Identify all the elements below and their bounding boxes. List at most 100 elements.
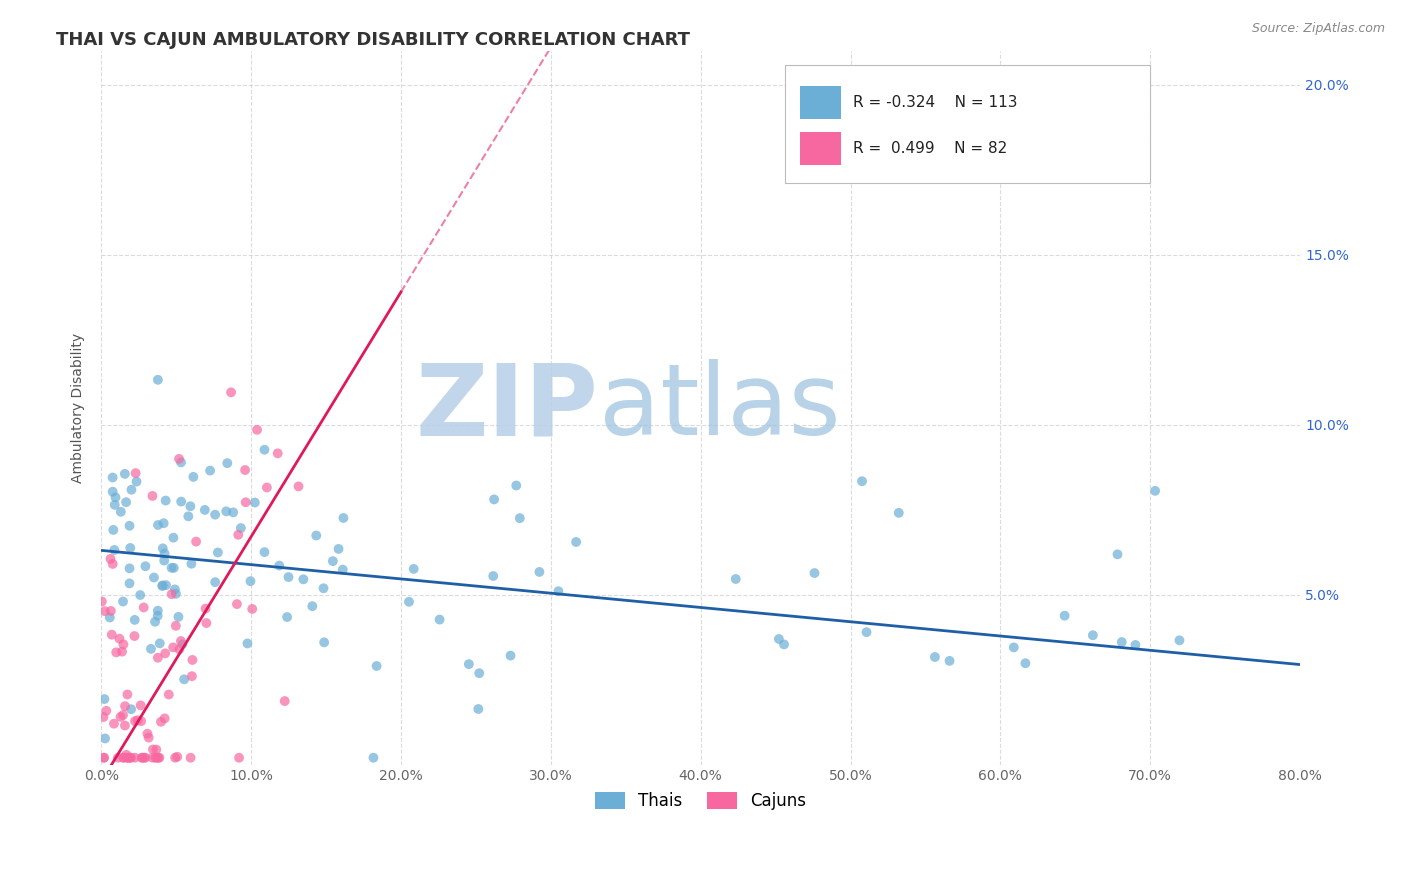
Text: Source: ZipAtlas.com: Source: ZipAtlas.com — [1251, 22, 1385, 36]
Point — [110, 710, 132, 724]
Point — [101, 484, 124, 499]
Text: ZIP: ZIP — [416, 359, 599, 456]
Text: atlas: atlas — [599, 359, 841, 456]
Point — [195, 615, 218, 630]
Point — [180, 750, 202, 764]
Point — [924, 650, 946, 665]
Point — [547, 584, 569, 599]
Point — [134, 559, 156, 574]
Point — [165, 587, 187, 601]
Point — [179, 500, 201, 514]
Point — [181, 653, 204, 667]
Point — [165, 750, 187, 764]
Point — [332, 563, 354, 577]
Point — [131, 750, 153, 764]
Point — [131, 750, 153, 764]
Point — [204, 508, 226, 522]
Point — [194, 601, 217, 615]
Point — [429, 613, 451, 627]
Point — [194, 503, 217, 517]
Point — [233, 463, 256, 477]
Point — [146, 373, 169, 387]
Point — [93, 604, 115, 618]
Point — [118, 518, 141, 533]
Point — [1053, 608, 1076, 623]
Point — [129, 588, 152, 602]
Point — [273, 694, 295, 708]
Point — [96, 704, 118, 718]
Point — [167, 451, 190, 466]
Point — [101, 628, 124, 642]
Point — [217, 456, 239, 470]
Point — [138, 731, 160, 745]
Point — [110, 505, 132, 519]
Point — [108, 632, 131, 646]
Point — [482, 492, 505, 507]
Point — [112, 594, 135, 608]
Point — [152, 541, 174, 556]
Point — [363, 750, 385, 764]
Point — [101, 470, 124, 484]
Point — [129, 714, 152, 728]
Point — [1125, 638, 1147, 652]
Point — [117, 688, 139, 702]
Point — [157, 688, 180, 702]
Point — [482, 569, 505, 583]
Point — [115, 747, 138, 762]
Point — [162, 531, 184, 545]
Point — [93, 750, 115, 764]
Text: R = -0.324    N = 113: R = -0.324 N = 113 — [853, 95, 1018, 111]
Point — [328, 541, 350, 556]
Point — [287, 479, 309, 493]
Point — [98, 610, 121, 624]
Point — [124, 466, 146, 480]
Point — [172, 637, 194, 651]
Point — [153, 553, 176, 567]
Point — [148, 750, 170, 764]
Point — [163, 561, 186, 575]
Point — [887, 506, 910, 520]
Point — [163, 582, 186, 597]
Point — [938, 654, 960, 668]
Point — [276, 610, 298, 624]
Point — [253, 545, 276, 559]
Point — [112, 637, 135, 651]
Legend: Thais, Cajuns: Thais, Cajuns — [588, 785, 813, 817]
FancyBboxPatch shape — [785, 65, 1150, 183]
Point — [143, 615, 166, 629]
Point — [114, 699, 136, 714]
Point — [150, 579, 173, 593]
Point — [457, 657, 479, 672]
Point — [143, 750, 166, 764]
Point — [152, 578, 174, 592]
Point — [103, 523, 125, 537]
Point — [256, 481, 278, 495]
Point — [169, 642, 191, 657]
Point — [235, 495, 257, 509]
Point — [184, 534, 207, 549]
Point — [124, 750, 146, 764]
Point — [240, 602, 263, 616]
Point — [146, 650, 169, 665]
Point — [312, 582, 335, 596]
Point — [112, 750, 135, 764]
Point — [153, 547, 176, 561]
Point — [114, 467, 136, 481]
Point — [117, 750, 139, 764]
Point — [155, 578, 177, 592]
Point — [467, 702, 489, 716]
Point — [104, 491, 127, 505]
Point — [177, 509, 200, 524]
Point — [243, 495, 266, 509]
Point — [322, 554, 344, 568]
Point — [180, 557, 202, 571]
Point — [120, 750, 142, 764]
Point — [855, 625, 877, 640]
Point — [114, 718, 136, 732]
Point — [173, 673, 195, 687]
Point — [105, 645, 128, 659]
Point — [160, 587, 183, 601]
Point — [1081, 628, 1104, 642]
Point — [149, 714, 172, 729]
Point — [1144, 483, 1167, 498]
